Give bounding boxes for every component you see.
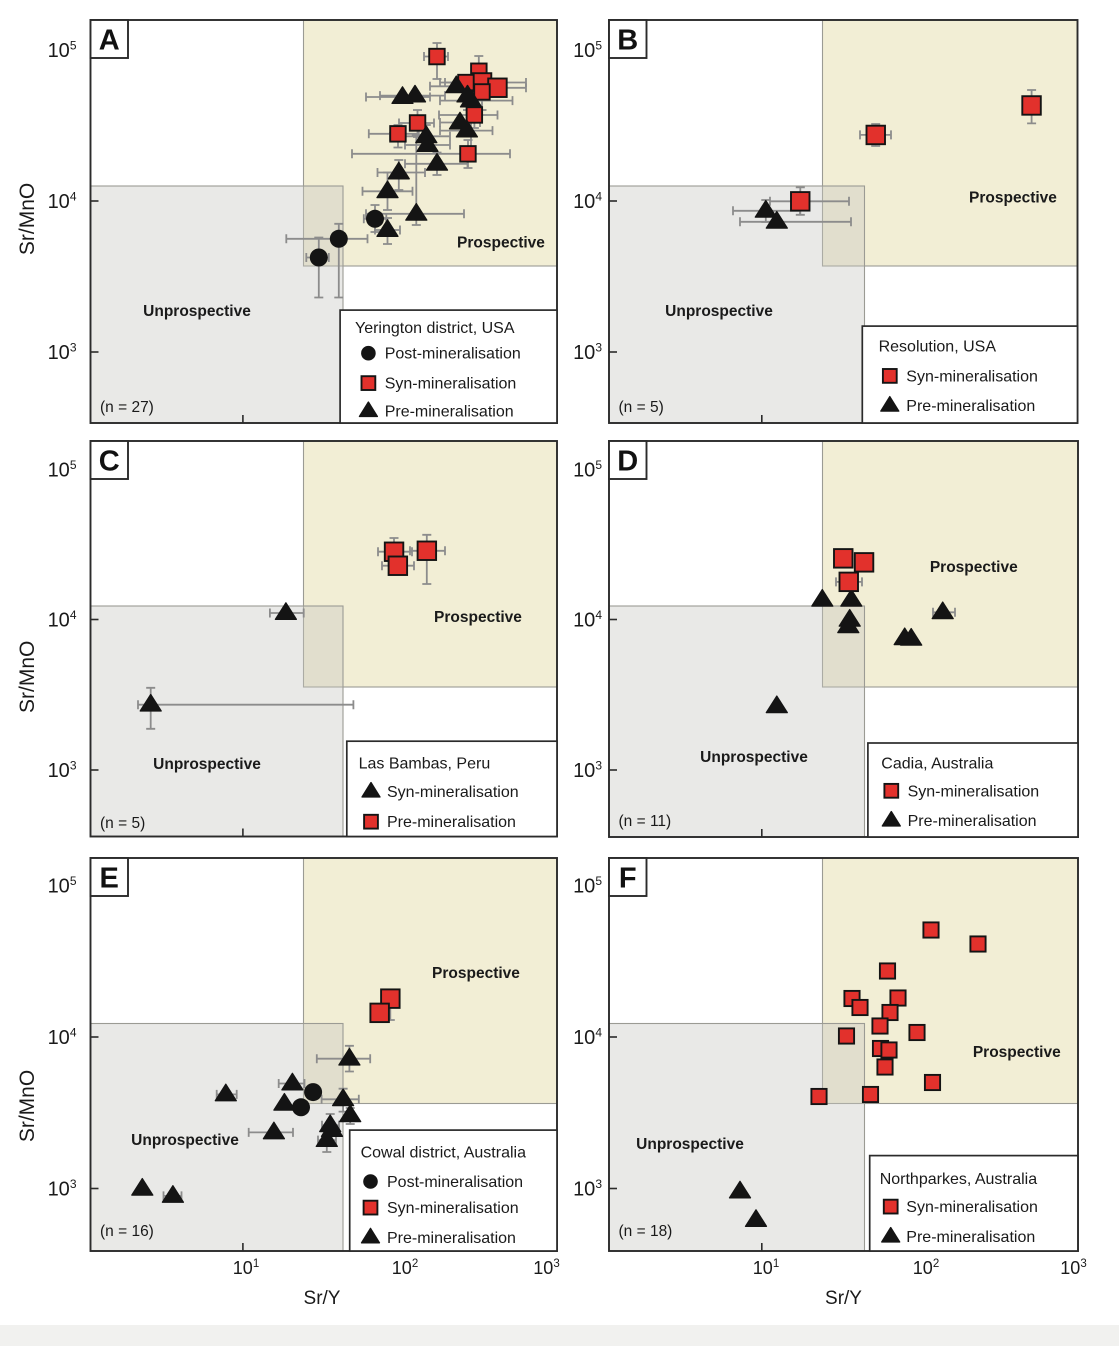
svg-text:Pre-mineralisation: Pre-mineralisation bbox=[906, 1229, 1035, 1246]
svg-text:Unprospective: Unprospective bbox=[636, 1136, 744, 1153]
svg-text:(n = 5): (n = 5) bbox=[100, 815, 145, 832]
svg-text:Prospective: Prospective bbox=[434, 609, 522, 626]
svg-text:103: 103 bbox=[573, 1177, 602, 1201]
svg-text:Pre-mineralisation: Pre-mineralisation bbox=[908, 813, 1037, 830]
svg-text:101: 101 bbox=[233, 1258, 259, 1278]
svg-text:Prospective: Prospective bbox=[432, 965, 520, 982]
svg-text:Sr/MnO: Sr/MnO bbox=[16, 641, 39, 713]
svg-text:103: 103 bbox=[48, 759, 77, 783]
svg-text:105: 105 bbox=[573, 39, 602, 63]
svg-text:Syn-mineralisation: Syn-mineralisation bbox=[385, 376, 517, 393]
svg-text:(n = 5): (n = 5) bbox=[619, 399, 664, 416]
svg-text:104: 104 bbox=[573, 190, 602, 214]
svg-text:Post-mineralisation: Post-mineralisation bbox=[387, 1174, 523, 1191]
svg-text:Sr/Y: Sr/Y bbox=[304, 1288, 341, 1309]
svg-text:Sr/MnO: Sr/MnO bbox=[16, 1070, 39, 1142]
svg-text:Unprospective: Unprospective bbox=[665, 303, 773, 320]
svg-text:Prospective: Prospective bbox=[457, 235, 545, 252]
svg-text:Prospective: Prospective bbox=[973, 1044, 1061, 1061]
svg-text:A: A bbox=[99, 25, 120, 57]
svg-text:103: 103 bbox=[573, 341, 602, 365]
svg-text:Unprospective: Unprospective bbox=[143, 303, 251, 320]
svg-text:Syn-mineralisation: Syn-mineralisation bbox=[908, 783, 1040, 800]
svg-text:102: 102 bbox=[392, 1258, 418, 1278]
svg-text:102: 102 bbox=[913, 1258, 939, 1278]
svg-text:(n = 16): (n = 16) bbox=[100, 1223, 154, 1240]
svg-text:C: C bbox=[99, 446, 120, 478]
svg-text:Pre-mineralisation: Pre-mineralisation bbox=[385, 404, 514, 421]
svg-text:Post-mineralisation: Post-mineralisation bbox=[385, 346, 521, 363]
svg-text:103: 103 bbox=[533, 1258, 559, 1278]
svg-text:Syn-mineralisation: Syn-mineralisation bbox=[906, 1199, 1038, 1216]
svg-text:(n = 11): (n = 11) bbox=[619, 813, 672, 830]
svg-text:Cowal district, Australia: Cowal district, Australia bbox=[361, 1144, 526, 1161]
svg-text:Syn-mineralisation: Syn-mineralisation bbox=[387, 1200, 519, 1217]
svg-text:Prospective: Prospective bbox=[930, 559, 1018, 576]
svg-text:104: 104 bbox=[48, 608, 77, 632]
svg-text:Resolution, USA: Resolution, USA bbox=[879, 339, 997, 356]
svg-text:(n = 18): (n = 18) bbox=[619, 1223, 673, 1240]
svg-text:Sr/Y: Sr/Y bbox=[825, 1288, 862, 1309]
svg-text:Pre-mineralisation: Pre-mineralisation bbox=[387, 1230, 516, 1247]
svg-text:104: 104 bbox=[48, 190, 77, 214]
svg-text:105: 105 bbox=[48, 874, 77, 898]
svg-text:D: D bbox=[617, 446, 638, 478]
svg-text:105: 105 bbox=[48, 458, 77, 482]
svg-text:(n = 27): (n = 27) bbox=[100, 399, 154, 416]
svg-text:101: 101 bbox=[753, 1258, 779, 1278]
svg-text:Syn-mineralisation: Syn-mineralisation bbox=[387, 784, 519, 801]
svg-text:B: B bbox=[617, 25, 638, 57]
svg-text:103: 103 bbox=[573, 759, 602, 783]
svg-text:103: 103 bbox=[1060, 1258, 1086, 1278]
svg-text:104: 104 bbox=[573, 1026, 602, 1050]
svg-text:Syn-mineralisation: Syn-mineralisation bbox=[906, 368, 1038, 385]
svg-text:105: 105 bbox=[573, 874, 602, 898]
svg-text:Northparkes, Australia: Northparkes, Australia bbox=[880, 1171, 1038, 1188]
svg-text:Yerington district, USA: Yerington district, USA bbox=[355, 320, 515, 337]
svg-text:104: 104 bbox=[48, 1026, 77, 1050]
svg-text:Pre-mineralisation: Pre-mineralisation bbox=[906, 398, 1035, 415]
svg-text:105: 105 bbox=[48, 39, 77, 63]
svg-text:Unprospective: Unprospective bbox=[153, 756, 261, 773]
svg-text:F: F bbox=[619, 863, 637, 895]
svg-text:Unprospective: Unprospective bbox=[700, 749, 808, 766]
svg-text:Cadia, Australia: Cadia, Australia bbox=[881, 755, 993, 772]
svg-text:103: 103 bbox=[48, 1177, 77, 1201]
svg-text:Prospective: Prospective bbox=[969, 190, 1057, 207]
svg-text:Sr/MnO: Sr/MnO bbox=[16, 183, 39, 255]
svg-text:Unprospective: Unprospective bbox=[131, 1132, 239, 1149]
svg-text:Las Bambas, Peru: Las Bambas, Peru bbox=[359, 756, 491, 773]
svg-text:Pre-mineralisation: Pre-mineralisation bbox=[387, 814, 516, 831]
svg-text:105: 105 bbox=[573, 458, 602, 482]
svg-text:104: 104 bbox=[573, 608, 602, 632]
svg-text:E: E bbox=[100, 863, 119, 895]
svg-text:103: 103 bbox=[48, 341, 77, 365]
